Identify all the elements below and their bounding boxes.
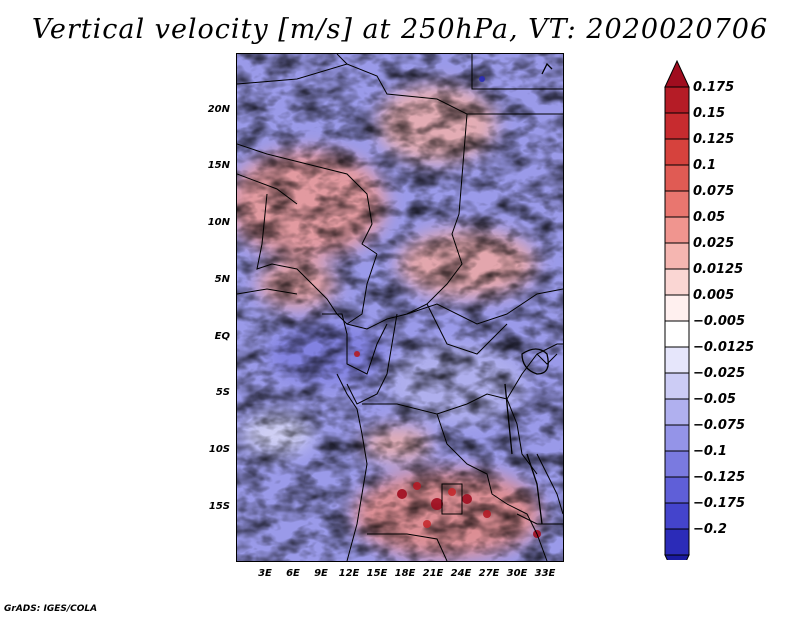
vertical-velocity-field: [237, 54, 563, 561]
colorbar-box: [664, 528, 690, 556]
colorbar-label: −0.2: [693, 522, 727, 537]
lon-tick-label: 18E: [394, 568, 416, 579]
lat-tick-label: 5N: [214, 274, 230, 285]
colorbar: [664, 60, 690, 560]
lat-tick-label: 5S: [215, 387, 230, 398]
colorbar-label: −0.0125: [693, 340, 755, 355]
colorbar-bottom-arrow: [664, 554, 690, 560]
colorbar-label: 0.175: [693, 80, 735, 95]
colorbar-label: 0.075: [693, 184, 735, 199]
lat-tick-label: 15N: [207, 160, 230, 171]
colorbar-label: −0.075: [693, 418, 746, 433]
lon-tick-label: 15E: [366, 568, 388, 579]
lat-tick-label: 20N: [207, 104, 230, 115]
colorbar-box: [664, 268, 690, 296]
lon-tick-label: 27E: [478, 568, 500, 579]
colorbar-label: 0.125: [693, 132, 735, 147]
colorbar-box: [664, 502, 690, 530]
lon-tick-label: 30E: [506, 568, 528, 579]
colorbar-label: 0.1: [693, 158, 717, 173]
colorbar-box: [664, 190, 690, 218]
colorbar-label: 0.025: [693, 236, 735, 251]
colorbar-box: [664, 346, 690, 374]
lon-tick-label: 6E: [286, 568, 300, 579]
colorbar-label: −0.05: [693, 392, 736, 407]
colorbar-box: [664, 112, 690, 140]
colorbar-box: [664, 216, 690, 244]
lat-tick-label: EQ: [214, 331, 230, 342]
colorbar-box: [664, 398, 690, 426]
colorbar-box: [664, 476, 690, 504]
lon-tick-label: 33E: [534, 568, 556, 579]
colorbar-box: [664, 86, 690, 114]
colorbar-box: [664, 242, 690, 270]
colorbar-box: [664, 424, 690, 452]
colorbar-box: [664, 294, 690, 322]
lat-tick-label: 10S: [208, 444, 230, 455]
colorbar-label: −0.005: [693, 314, 746, 329]
colorbar-box: [664, 372, 690, 400]
chart-title: Vertical velocity [m/s] at 250hPa, VT: 2…: [31, 14, 769, 45]
colorbar-label: −0.1: [693, 444, 727, 459]
colorbar-label: 0.0125: [693, 262, 744, 277]
colorbar-top-arrow: [664, 60, 690, 88]
colorbar-box: [664, 138, 690, 166]
lat-tick-label: 15S: [208, 501, 230, 512]
colorbar-label: −0.175: [693, 496, 746, 511]
map-panel: [236, 53, 564, 562]
colorbar-label: −0.125: [693, 470, 746, 485]
colorbar-box: [664, 450, 690, 478]
colorbar-label: 0.15: [693, 106, 726, 121]
grads-credit: GrADS: IGES/COLA: [4, 604, 98, 614]
lon-tick-label: 24E: [450, 568, 472, 579]
colorbar-label: 0.05: [693, 210, 726, 225]
colorbar-label: −0.025: [693, 366, 746, 381]
lon-tick-label: 3E: [258, 568, 272, 579]
lat-tick-label: 10N: [207, 217, 230, 228]
lon-tick-label: 21E: [422, 568, 444, 579]
colorbar-label: 0.005: [693, 288, 735, 303]
colorbar-box: [664, 320, 690, 348]
lon-tick-label: 12E: [338, 568, 360, 579]
lon-tick-label: 9E: [314, 568, 328, 579]
colorbar-box: [664, 164, 690, 192]
